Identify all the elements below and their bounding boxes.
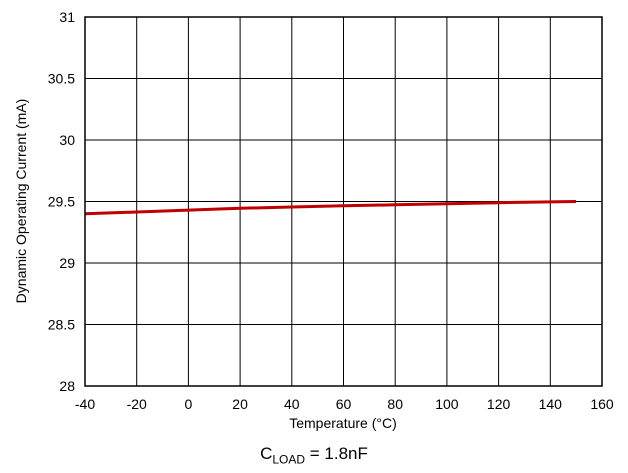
- y-tick-label: 31: [59, 9, 75, 25]
- x-tick-label: 160: [590, 396, 614, 412]
- y-tick-label: 28: [59, 378, 75, 394]
- y-tick-labels: 28 28.5 29 29.5 30 30.5 31: [48, 9, 75, 394]
- y-tick-label: 30.5: [48, 71, 75, 87]
- series-group: [84, 200, 577, 216]
- x-tick-label: 80: [387, 396, 403, 412]
- x-tick-label: 20: [232, 396, 248, 412]
- y-tick-label: 29: [59, 255, 75, 271]
- x-tick-label: 120: [487, 396, 511, 412]
- caption-prefix: C: [260, 444, 273, 463]
- x-tick-label: 0: [185, 396, 193, 412]
- y-axis-title: Dynamic Operating Current (mA): [13, 99, 29, 304]
- caption: CLOAD = 1.8nF: [0, 444, 628, 466]
- caption-subscript: LOAD: [272, 452, 306, 467]
- x-tick-label: -20: [127, 396, 147, 412]
- x-tick-label: 40: [284, 396, 300, 412]
- y-tick-label: 30: [59, 132, 75, 148]
- x-tick-labels: -40 -20 0 20 40 60 80 100 120 140 160: [75, 396, 614, 412]
- series-line: [84, 200, 577, 216]
- x-tick-label: -40: [75, 396, 95, 412]
- x-tick-label: 60: [336, 396, 352, 412]
- x-tick-label: 100: [435, 396, 459, 412]
- caption-suffix: = 1.8nF: [305, 444, 368, 463]
- plot-frame: [84, 16, 603, 387]
- y-tick-label: 28.5: [48, 317, 75, 333]
- x-axis-title: Temperature (°C): [289, 415, 397, 431]
- x-tick-label: 140: [539, 396, 563, 412]
- y-tick-label: 29.5: [48, 194, 75, 210]
